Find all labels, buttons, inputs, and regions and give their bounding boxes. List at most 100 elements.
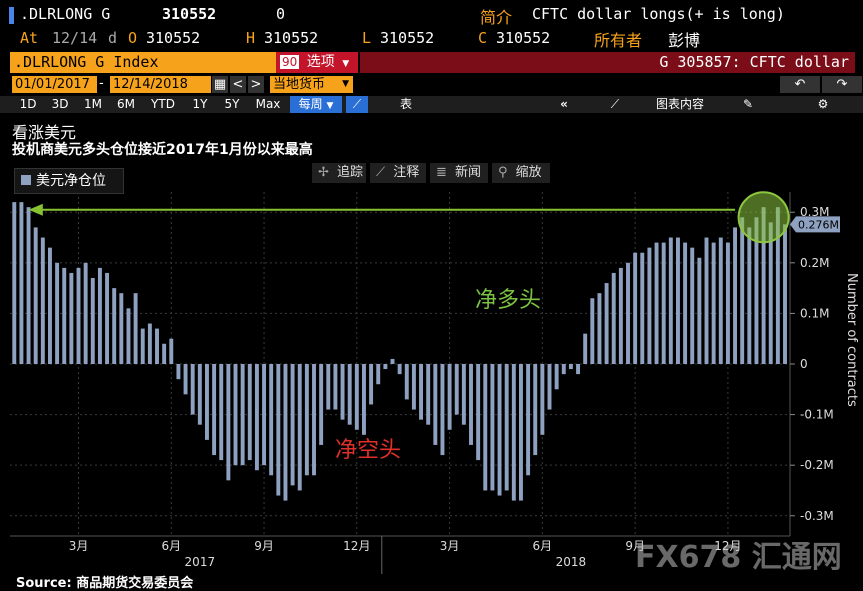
range-5y[interactable]: 5Y [224, 97, 240, 111]
bar [483, 364, 488, 491]
security-header: .DLRLONG G 310552 0 简介 CFTC dollar longs… [0, 4, 863, 27]
undo-icon[interactable]: ↶ [780, 76, 820, 93]
bar [440, 364, 445, 456]
bar [561, 364, 566, 375]
bar [361, 364, 366, 435]
bar [618, 267, 623, 364]
description-text: CFTC dollar longs(+ is long) [532, 5, 785, 23]
edit-icon[interactable]: ✎ [742, 97, 754, 111]
grid-lines [10, 192, 790, 536]
last-value-tag [790, 216, 840, 233]
bar [390, 358, 395, 364]
bar [347, 364, 352, 425]
bar [740, 217, 745, 364]
range-1d[interactable]: 1D [19, 97, 37, 111]
x-tick-label: 3月 [440, 539, 460, 553]
end-date-input[interactable]: 12/14/2018 [110, 76, 211, 93]
options-button[interactable]: 90 选项 ▼ [276, 52, 358, 73]
prev-period-icon[interactable]: < [230, 76, 246, 93]
title-bar: G 305857: CFTC dollar [360, 52, 855, 73]
bar [540, 364, 545, 435]
bar [140, 328, 145, 364]
bar [205, 364, 209, 440]
ticker-label[interactable]: .DLRLONG G [20, 5, 111, 23]
bar [447, 364, 452, 430]
bar [461, 364, 466, 425]
year-label: 2017 [185, 555, 216, 569]
bar [640, 252, 645, 364]
chart-content-button[interactable]: 图表内容 [655, 97, 704, 111]
date-separator: - [99, 76, 104, 91]
bar [611, 272, 616, 364]
range-max[interactable]: Max [255, 97, 281, 111]
annotate-button[interactable]: ⟋ 注释 [370, 163, 426, 183]
bar [112, 288, 117, 364]
bar [304, 364, 309, 476]
calendar-icon[interactable]: ▦ [212, 76, 228, 93]
bar [626, 262, 630, 364]
bar [283, 364, 288, 501]
y-tick-label: 0.1M [800, 306, 829, 320]
bar [155, 328, 159, 364]
bar [269, 364, 274, 476]
chart-subtitle: 投机商美元多头仓位接近2017年1月份以来最高 [12, 142, 313, 158]
axes: 0.3M 0.2M 0.1M 0 -0.1M -0.2M -0.3M Number of co… [10, 192, 859, 574]
collapse-icon[interactable]: « [560, 97, 568, 111]
start-date-input[interactable]: 01/01/2017 [12, 76, 97, 93]
bar [775, 207, 780, 364]
currency-select[interactable]: 当地货币 ▼ [270, 76, 353, 93]
range-ytd[interactable]: YTD [151, 97, 175, 111]
bar [190, 364, 195, 415]
x-tick-label: 12月 [714, 539, 741, 553]
next-period-icon[interactable]: > [248, 76, 264, 93]
watermark: FX678 汇通网 [635, 540, 842, 575]
bar [319, 364, 324, 445]
y-tick-label: -0.2M [800, 458, 834, 472]
settings-gear-icon[interactable]: ⚙ [817, 97, 829, 111]
security-field[interactable]: .DLRLONG G Index [10, 52, 276, 73]
y-tick-label: -0.1M [800, 408, 834, 422]
legend[interactable]: 美元净仓位 [14, 168, 124, 194]
ticker-flag-icon [9, 7, 14, 24]
zoom-button[interactable]: ⚲ 缩放 [492, 163, 550, 183]
legend-swatch [21, 175, 31, 185]
currency-label: 当地货币 [273, 77, 326, 92]
source-note: Source: 商品期货交易委员会 [16, 576, 194, 591]
bar [597, 293, 602, 364]
y-tick-label: -0.3M [800, 509, 834, 523]
o-label: O [128, 29, 138, 47]
line-chart-icon[interactable]: ⟋ [346, 96, 368, 113]
bar [411, 364, 416, 410]
news-button[interactable]: ≣ 新闻 [430, 163, 488, 183]
table-button[interactable]: 表 [399, 97, 412, 111]
bar [754, 217, 759, 364]
bar [533, 364, 538, 456]
range-1y[interactable]: 1Y [192, 97, 208, 111]
net-long-annotation: 净多头 [475, 288, 542, 313]
description-label: 简介 [480, 8, 513, 27]
bar [48, 247, 52, 364]
caret-down-icon: ▼ [326, 101, 334, 111]
bar [247, 364, 252, 461]
track-button[interactable]: ✢ 追踪 [312, 163, 366, 183]
bar [504, 364, 509, 491]
bar [69, 272, 74, 364]
period-select[interactable]: 每周 ▼ [290, 96, 342, 113]
bar [404, 364, 409, 400]
range-1m[interactable]: 1M [84, 97, 102, 111]
range-3d[interactable]: 3D [51, 97, 69, 111]
chart-type-icon[interactable]: ⟋ [610, 97, 620, 111]
bar [183, 364, 188, 395]
redo-icon[interactable]: ↷ [822, 76, 862, 93]
bar [469, 364, 473, 445]
range-6m[interactable]: 6M [117, 97, 135, 111]
at-label: At [20, 29, 39, 47]
bar [711, 242, 716, 364]
bar [511, 364, 516, 501]
bar [725, 242, 730, 364]
x-tick-label: 6月 [161, 539, 181, 553]
bar [254, 364, 259, 471]
x-tick-label: 12月 [343, 539, 370, 553]
bar [369, 364, 374, 405]
c-value: 310552 [496, 29, 551, 47]
